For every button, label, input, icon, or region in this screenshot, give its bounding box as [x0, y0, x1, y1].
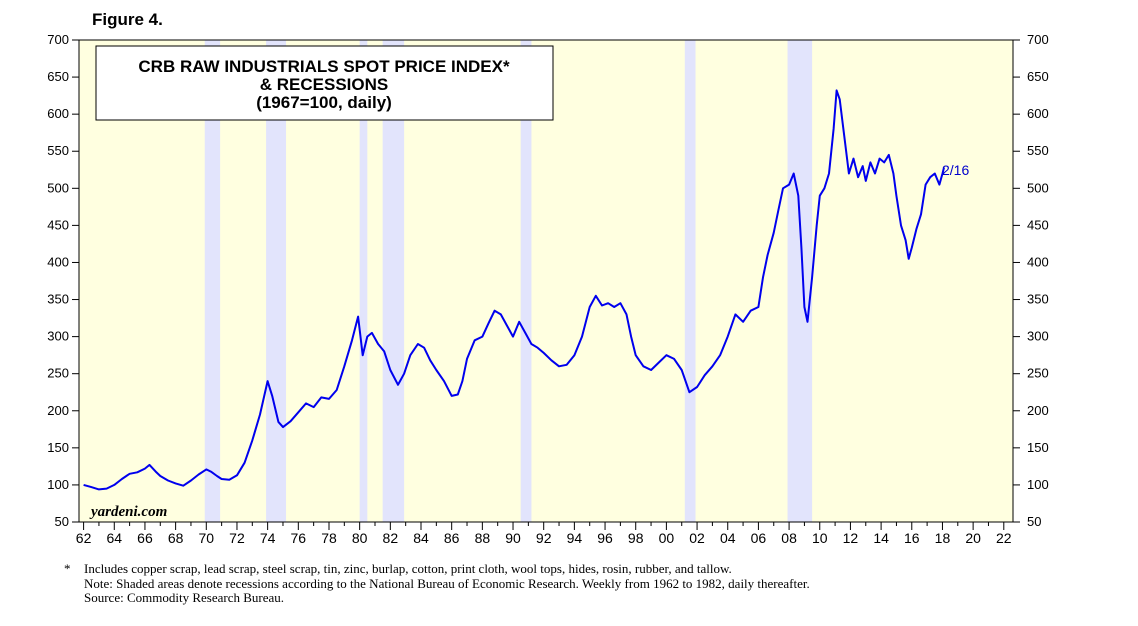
watermark: yardeni.com: [89, 504, 167, 520]
y-tick-label-left: 300: [47, 329, 69, 344]
x-tick-label: 72: [229, 530, 245, 546]
end-date-label: 2/16: [942, 162, 969, 178]
x-tick-label: 20: [965, 530, 981, 546]
y-tick-label-left: 200: [47, 403, 69, 418]
x-tick-label: 76: [291, 530, 307, 546]
y-tick-label-right: 450: [1027, 217, 1049, 232]
footnotes: * Includes copper scrap, lead scrap, stee…: [64, 561, 810, 606]
x-tick-label: 62: [76, 530, 92, 546]
x-tick-label: 08: [781, 530, 797, 546]
x-tick-label: 92: [536, 530, 552, 546]
recession-band: [684, 40, 696, 522]
y-tick-label-right: 350: [1027, 292, 1049, 307]
y-tick-label-left: 150: [47, 440, 69, 455]
x-tick-label: 94: [567, 530, 583, 546]
x-tick-label: 06: [751, 530, 767, 546]
x-tick-label: 74: [260, 530, 276, 546]
figure-label: Figure 4.: [92, 10, 163, 29]
x-tick-label: 86: [444, 530, 460, 546]
y-tick-label-left: 100: [47, 477, 69, 492]
footnote-source: Source: Commodity Research Bureau.: [84, 590, 285, 605]
footnote-row-1: * Includes copper scrap, lead scrap, stee…: [64, 561, 810, 577]
x-tick-label: 80: [352, 530, 368, 546]
recession-bands: [204, 40, 813, 522]
recession-band: [266, 40, 287, 522]
chart: 5010015020025030035040045050055060065070…: [47, 32, 1049, 546]
y-tick-label-right: 700: [1027, 32, 1049, 47]
y-tick-label-right: 200: [1027, 403, 1049, 418]
x-tick-label: 90: [505, 530, 521, 546]
y-tick-label-right: 500: [1027, 180, 1049, 195]
recession-band: [359, 40, 368, 522]
recession-band: [204, 40, 221, 522]
y-tick-label-right: 250: [1027, 366, 1049, 381]
y-tick-label-right: 100: [1027, 477, 1049, 492]
y-tick-label-right: 300: [1027, 329, 1049, 344]
x-tick-label: 84: [413, 530, 429, 546]
plot-frame: [78, 39, 1014, 523]
y-tick-label-left: 50: [55, 514, 69, 529]
x-tick-label: 96: [597, 530, 613, 546]
x-tick-label: 98: [628, 530, 644, 546]
footnote-star: *: [64, 561, 71, 576]
y-tick-label-left: 250: [47, 366, 69, 381]
x-tick-label: 88: [475, 530, 491, 546]
chart-title-line-3: (1967=100, daily): [256, 93, 392, 112]
y-tick-label-left: 650: [47, 69, 69, 84]
footnote-row-2: Note: Shaded areas denote recessions acc…: [64, 575, 810, 592]
x-tick-label: 66: [137, 530, 153, 546]
x-tick-label: 00: [659, 530, 675, 546]
x-tick-label: 68: [168, 530, 184, 546]
recession-band: [520, 40, 532, 522]
x-tick-label: 04: [720, 530, 736, 546]
y-tick-label-right: 150: [1027, 440, 1049, 455]
recession-band: [787, 40, 813, 522]
y-axis-left: 50 100 150 200 250 300 350 400 450 500 550 600 650 70…: [47, 32, 79, 529]
footnote-note: Note: Shaded areas denote recessions acc…: [84, 575, 810, 591]
y-tick-label-left: 400: [47, 254, 69, 269]
footnote-row-3: Source: Commodity Research Bureau.: [64, 590, 810, 606]
y-tick-label-left: 350: [47, 292, 69, 307]
x-tick-label: 16: [904, 530, 920, 546]
series-line: [83, 89, 945, 491]
footnote-components: Includes copper scrap, lead scrap, steel…: [84, 561, 732, 576]
y-tick-label-right: 600: [1027, 106, 1049, 121]
x-tick-label: 10: [812, 530, 828, 546]
chart-title-line-2: & RECESSIONS: [260, 75, 388, 94]
x-tick-label: 82: [383, 530, 399, 546]
x-axis: 62 64 66 68 70 72 74 76 78 80 82 84 86 88 90 92 94 96 98 00…: [76, 522, 1012, 546]
x-tick-label: 22: [996, 530, 1012, 546]
y-axis-right: 50 100 150 200 250 300 350 400 450 500 550 600 650 70…: [1013, 32, 1049, 529]
series-layer: [83, 89, 945, 491]
x-tick-label: 64: [106, 530, 122, 546]
y-tick-label-right: 400: [1027, 254, 1049, 269]
y-tick-label-right: 50: [1027, 514, 1041, 529]
y-tick-label-left: 550: [47, 143, 69, 158]
y-tick-label-left: 500: [47, 180, 69, 195]
recession-band: [382, 40, 405, 522]
title-box-frame: [95, 45, 554, 121]
y-tick-label-left: 600: [47, 106, 69, 121]
x-tick-label: 14: [873, 530, 889, 546]
y-tick-label-left: 700: [47, 32, 69, 47]
x-tick-label: 78: [321, 530, 337, 546]
title-box: CRB RAW INDUSTRIALS SPOT PRICE INDEX* & …: [95, 45, 554, 121]
y-tick-label-right: 550: [1027, 143, 1049, 158]
x-tick-label: 02: [689, 530, 705, 546]
chart-title-line-1: CRB RAW INDUSTRIALS SPOT PRICE INDEX*: [138, 57, 510, 76]
x-tick-label: 18: [935, 530, 951, 546]
x-tick-label: 70: [199, 530, 215, 546]
y-tick-label-right: 650: [1027, 69, 1049, 84]
x-tick-label: 12: [843, 530, 859, 546]
y-tick-label-left: 450: [47, 217, 69, 232]
